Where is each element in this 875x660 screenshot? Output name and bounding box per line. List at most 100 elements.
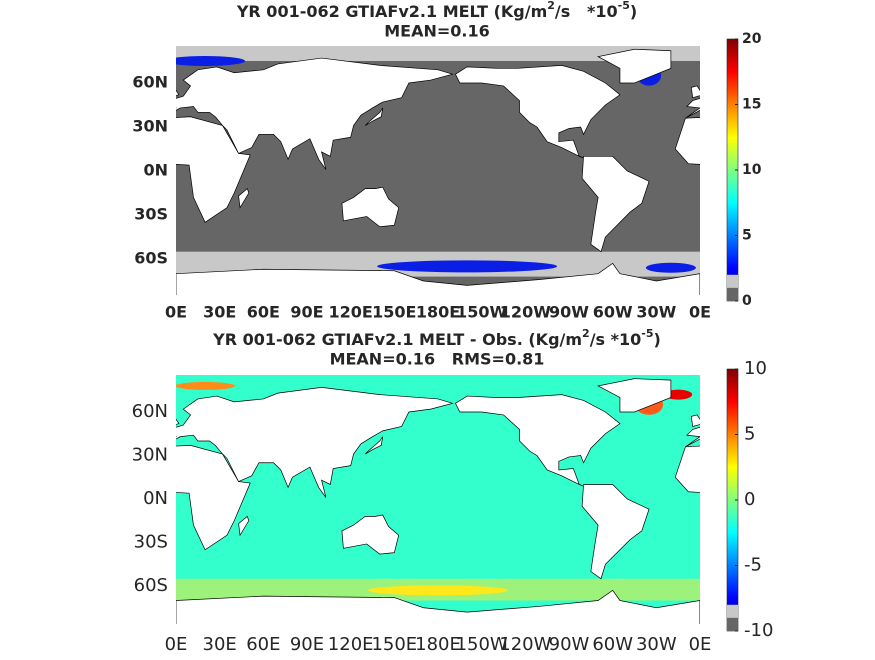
lon-label: 120W xyxy=(500,303,551,322)
lon-label: 180E xyxy=(416,303,460,322)
lon-label: 0E xyxy=(689,303,711,322)
lat-label: 30N xyxy=(132,445,168,466)
panel-subtitle: MEAN=0.16 RMS=0.81 xyxy=(330,350,545,369)
lon-label: 90W xyxy=(549,634,590,655)
lon-label: 0E xyxy=(165,634,188,655)
land xyxy=(690,85,700,99)
land xyxy=(176,89,180,96)
land xyxy=(238,515,250,537)
colorbar-tick-label: 20 xyxy=(742,31,762,47)
land xyxy=(690,414,700,427)
lon-label: 180E xyxy=(415,634,461,655)
lat-label: 30S xyxy=(134,532,168,553)
land xyxy=(176,116,251,223)
panel-title: YR 001-062 GTIAFv2.1 MELT (Kg/m2/s *10-5… xyxy=(236,0,637,21)
colorbar-tick-label: 15 xyxy=(742,97,761,113)
colorbar-gray xyxy=(727,617,738,631)
lat-label: 60S xyxy=(134,575,168,596)
land xyxy=(674,117,700,165)
title-text: YR 001-062 GTIAFv2.1 MELT (Kg/m xyxy=(236,2,547,21)
title-superscript: -5 xyxy=(618,0,630,12)
colorbar-tick-label: 10 xyxy=(744,358,767,379)
land xyxy=(176,589,700,624)
lat-label: 60N xyxy=(132,73,168,92)
land xyxy=(581,484,650,580)
lon-label: 60W xyxy=(592,634,633,655)
land xyxy=(58,485,125,579)
land xyxy=(763,189,773,208)
land xyxy=(597,378,672,413)
land xyxy=(341,514,400,555)
lon-label: 120E xyxy=(328,634,374,655)
panel-title: YR 001-062 GTIAFv2.1 MELT - Obs. (Kg/m2/… xyxy=(212,327,661,349)
colorbar-tick-label: -10 xyxy=(744,620,773,641)
land xyxy=(238,188,250,209)
land xyxy=(176,418,180,425)
sea-ice-band xyxy=(176,46,700,61)
lon-label: 90W xyxy=(549,303,589,322)
lon-label: 30E xyxy=(203,303,236,322)
colorbar-gray xyxy=(727,274,738,288)
land xyxy=(597,48,672,84)
land xyxy=(0,65,96,159)
land xyxy=(176,57,454,170)
melt-region xyxy=(377,260,558,273)
title-superscript: 2 xyxy=(582,327,590,340)
land xyxy=(685,98,700,119)
lon-label: 0E xyxy=(689,634,712,655)
land xyxy=(674,445,700,493)
land xyxy=(581,155,650,253)
anomaly-region xyxy=(368,585,508,596)
map xyxy=(0,46,773,295)
title-text: YR 001-062 GTIAFv2.1 MELT - Obs. (Kg/m xyxy=(212,330,582,349)
lat-label: 0N xyxy=(143,488,168,509)
land xyxy=(763,516,773,535)
title-text: ) xyxy=(630,2,637,21)
map xyxy=(0,375,875,624)
lon-label: 150W xyxy=(456,303,507,322)
colorbar-gray xyxy=(727,604,738,618)
title-superscript: -5 xyxy=(641,327,653,340)
lat-label: 30S xyxy=(134,205,168,224)
land xyxy=(699,273,700,295)
colorbar-tick-label: 10 xyxy=(742,162,762,178)
title-text: ) xyxy=(654,330,661,349)
title-text: /s *10 xyxy=(555,2,618,21)
land xyxy=(364,436,384,455)
land xyxy=(364,107,384,126)
lon-label: 90E xyxy=(290,634,324,655)
land xyxy=(455,65,621,160)
colorbar-tick-label: -5 xyxy=(744,555,762,576)
lat-label: 60S xyxy=(134,249,168,268)
lon-label: 60E xyxy=(246,634,280,655)
land xyxy=(176,386,454,498)
land xyxy=(176,444,251,551)
melt-region xyxy=(645,262,696,273)
lon-label: 60E xyxy=(247,303,280,322)
land xyxy=(341,186,400,228)
colorbar-tick-label: 0 xyxy=(742,293,752,309)
colorbar-gray xyxy=(727,287,738,301)
lat-label: 60N xyxy=(132,401,168,422)
lon-label: 150E xyxy=(371,634,417,655)
melt-region xyxy=(176,56,246,66)
land xyxy=(176,262,700,295)
land xyxy=(685,426,700,448)
lon-label: 30E xyxy=(203,634,237,655)
lon-label: 90E xyxy=(290,303,323,322)
lat-label: 0N xyxy=(143,161,168,180)
land xyxy=(0,395,96,488)
land xyxy=(455,394,621,488)
lon-label: 150W xyxy=(456,634,508,655)
lon-label: 30W xyxy=(636,634,677,655)
land xyxy=(58,156,125,251)
lon-label: 120E xyxy=(329,303,373,322)
land xyxy=(699,600,700,624)
lon-label: 0E xyxy=(165,303,187,322)
title-text: /s *10 xyxy=(590,330,642,349)
colorbar-tick-label: 0 xyxy=(744,489,755,510)
colorbar-tick-label: 5 xyxy=(744,424,755,445)
land xyxy=(866,515,875,554)
anomaly-region xyxy=(176,381,236,390)
